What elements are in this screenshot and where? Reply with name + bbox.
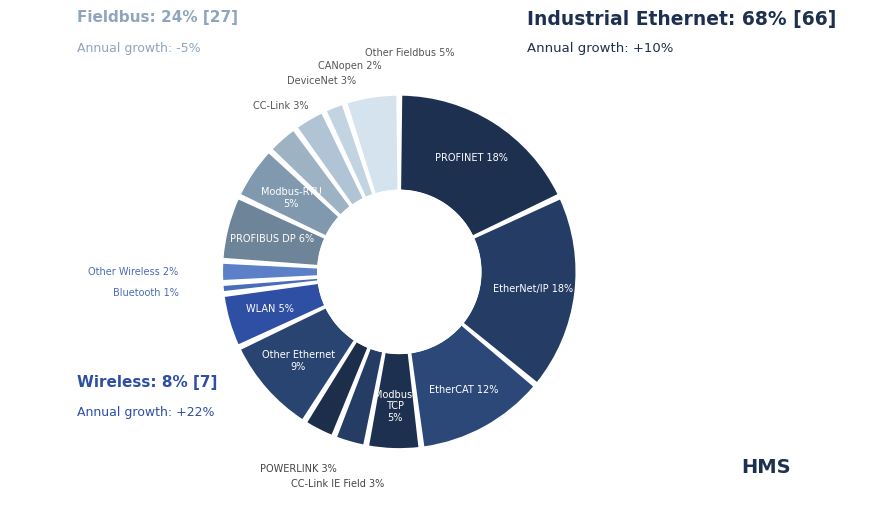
Text: Fieldbus: 24% [27]: Fieldbus: 24% [27] bbox=[77, 10, 238, 25]
Text: Modbus-RTU
5%: Modbus-RTU 5% bbox=[260, 187, 321, 209]
Wedge shape bbox=[222, 198, 325, 266]
Text: PROFINET 18%: PROFINET 18% bbox=[434, 153, 507, 163]
Text: EtherNet/IP 18%: EtherNet/IP 18% bbox=[492, 284, 572, 294]
Wedge shape bbox=[400, 95, 558, 236]
Text: CC-Link IE Field 3%: CC-Link IE Field 3% bbox=[290, 480, 384, 489]
Text: WLAN 5%: WLAN 5% bbox=[246, 305, 294, 315]
Wedge shape bbox=[240, 307, 355, 420]
Text: Annual growth: -5%: Annual growth: -5% bbox=[77, 42, 201, 54]
Wedge shape bbox=[410, 324, 534, 447]
Text: Modbus-
TCP
5%: Modbus- TCP 5% bbox=[374, 390, 415, 423]
Text: Other Wireless 2%: Other Wireless 2% bbox=[88, 267, 178, 277]
Wedge shape bbox=[462, 198, 575, 383]
Circle shape bbox=[317, 190, 481, 353]
Text: Other Ethernet
9%: Other Ethernet 9% bbox=[262, 350, 335, 372]
Text: PROFIBUS DP 6%: PROFIBUS DP 6% bbox=[230, 234, 314, 244]
Text: EtherCAT 12%: EtherCAT 12% bbox=[429, 385, 498, 395]
Text: Wireless: 8% [7]: Wireless: 8% [7] bbox=[77, 375, 217, 390]
Wedge shape bbox=[368, 352, 419, 449]
Text: DeviceNet 3%: DeviceNet 3% bbox=[286, 76, 355, 86]
Text: CANopen 2%: CANopen 2% bbox=[317, 61, 381, 71]
Text: Industrial Ethernet: 68% [66]: Industrial Ethernet: 68% [66] bbox=[526, 10, 835, 29]
Text: Annual growth: +10%: Annual growth: +10% bbox=[526, 42, 673, 54]
Wedge shape bbox=[306, 341, 368, 436]
Text: HMS: HMS bbox=[740, 458, 790, 476]
Wedge shape bbox=[223, 283, 325, 345]
Wedge shape bbox=[222, 278, 318, 292]
Wedge shape bbox=[240, 152, 339, 236]
Wedge shape bbox=[326, 104, 373, 198]
Wedge shape bbox=[296, 113, 363, 206]
Text: Bluetooth 1%: Bluetooth 1% bbox=[113, 288, 179, 298]
Wedge shape bbox=[346, 95, 398, 194]
Text: Other Fieldbus 5%: Other Fieldbus 5% bbox=[364, 48, 454, 58]
Text: POWERLINK 3%: POWERLINK 3% bbox=[260, 464, 337, 474]
Wedge shape bbox=[222, 263, 317, 281]
Wedge shape bbox=[271, 130, 350, 215]
Wedge shape bbox=[335, 348, 382, 445]
Text: CC-Link 3%: CC-Link 3% bbox=[253, 101, 308, 111]
Text: Annual growth: +22%: Annual growth: +22% bbox=[77, 406, 215, 419]
